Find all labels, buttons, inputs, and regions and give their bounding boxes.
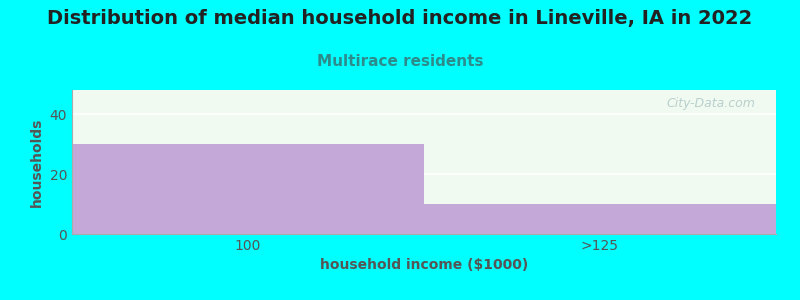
Bar (72, 144, 424, 234)
Text: City-Data.com: City-Data.com (666, 97, 755, 110)
X-axis label: household income ($1000): household income ($1000) (320, 258, 528, 272)
Y-axis label: households: households (30, 117, 44, 207)
Text: Distribution of median household income in Lineville, IA in 2022: Distribution of median household income … (47, 9, 753, 28)
Bar (424, 204, 776, 234)
Text: Multirace residents: Multirace residents (317, 54, 483, 69)
